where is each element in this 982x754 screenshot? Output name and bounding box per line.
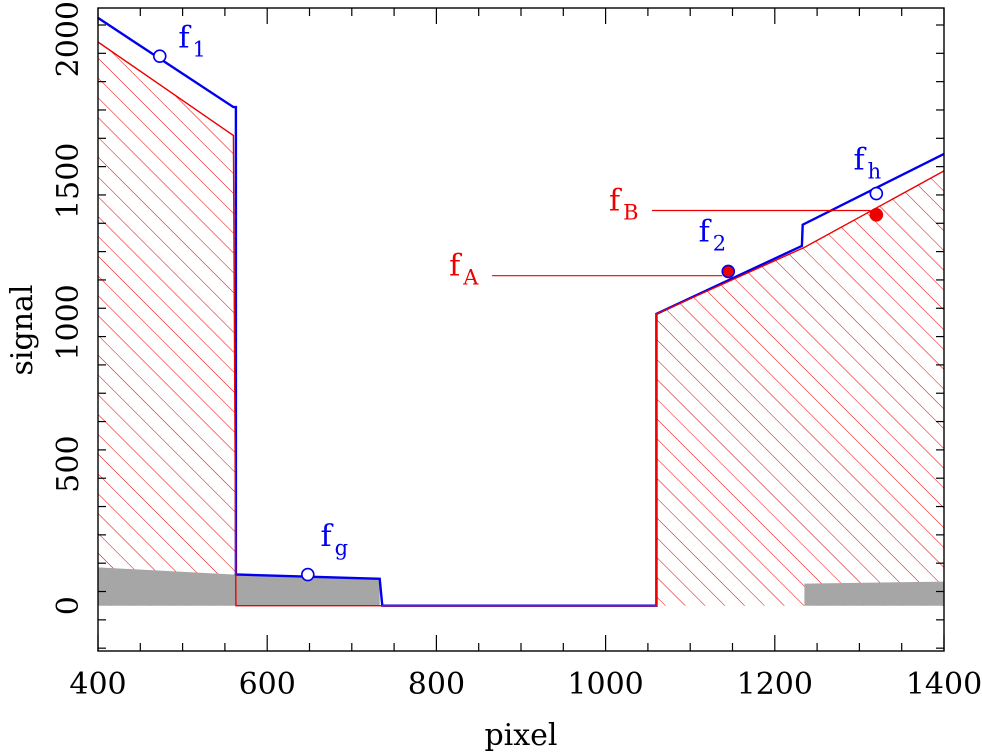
x-tick-label: 1200 bbox=[737, 667, 813, 702]
data-marker-4 bbox=[869, 207, 884, 222]
y-tick-label: 1000 bbox=[51, 284, 86, 360]
x-axis-label: pixel bbox=[484, 718, 557, 753]
data-marker-2 bbox=[721, 264, 736, 279]
x-tick-label: 1400 bbox=[906, 667, 982, 702]
y-tick-label: 2000 bbox=[51, 1, 86, 77]
data-marker-3 bbox=[869, 186, 884, 201]
y-tick-label: 1500 bbox=[51, 143, 86, 219]
x-tick-label: 800 bbox=[408, 667, 465, 702]
data-marker-1 bbox=[301, 567, 315, 582]
y-tick-label: 0 bbox=[51, 596, 86, 615]
y-axis-label: signal bbox=[5, 285, 40, 376]
x-tick-label: 1000 bbox=[567, 667, 643, 702]
red-hatched-area bbox=[98, 42, 944, 606]
gray-fill-2 bbox=[98, 567, 380, 606]
data-marker-0 bbox=[152, 49, 167, 63]
x-tick-label: 600 bbox=[239, 667, 296, 702]
x-tick-label: 400 bbox=[69, 667, 126, 702]
gray-fill-3 bbox=[804, 581, 944, 606]
red-series-line bbox=[97, 41, 945, 607]
y-tick-label: 500 bbox=[51, 435, 86, 492]
